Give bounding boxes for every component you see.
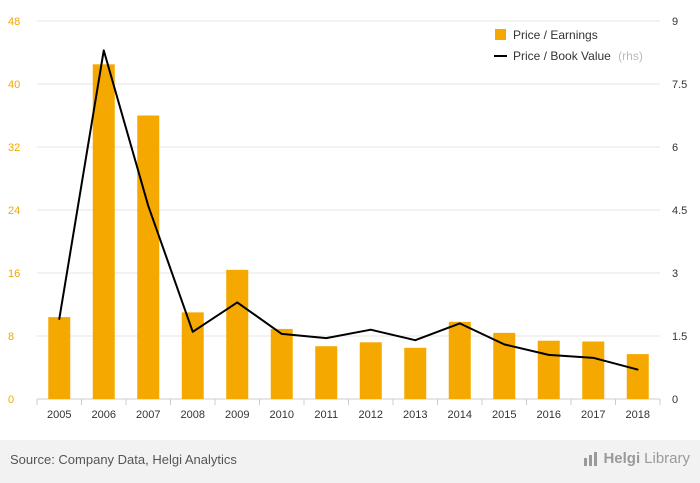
bar-pe (626, 354, 649, 399)
source-text: Source: Company Data, Helgi Analytics (10, 452, 237, 467)
bar-chart-icon (584, 451, 598, 466)
legend-label-pbv-suffix: (rhs) (618, 49, 643, 63)
point-pbv (592, 357, 595, 359)
y-left-tick-label: 16 (8, 268, 20, 280)
x-tick-label: 2016 (537, 409, 561, 421)
bar-pe (404, 347, 427, 399)
y-right-tick-label: 9 (672, 16, 678, 28)
y-right-tick-label: 7.5 (672, 79, 687, 91)
brand-suffix: Library (644, 450, 690, 467)
y-right-tick-label: 6 (672, 142, 678, 154)
grid (36, 20, 661, 405)
y-right-tick-label: 0 (672, 394, 678, 406)
x-tick-label: 2014 (448, 409, 472, 421)
bar-pe (137, 115, 160, 399)
x-tick-label: 2012 (359, 409, 383, 421)
bars (48, 64, 649, 399)
y-left-tick-label: 24 (8, 205, 20, 217)
axis-ticks: 0 8 16 24 32 40 48 0 1.5 3 4.5 6 7.5 9 2005 2006 2007 200… (8, 16, 687, 421)
y-left-tick-label: 8 (8, 331, 14, 343)
x-tick-label: 2008 (181, 409, 205, 421)
y-left-tick-label: 40 (8, 79, 20, 91)
line-series (58, 49, 639, 371)
chart: 0 8 16 24 32 40 48 0 1.5 3 4.5 6 7.5 9 2005 2006 2007 200… (8, 16, 687, 421)
point-pbv (147, 205, 150, 207)
x-tick-label: 2015 (492, 409, 516, 421)
legend: Price / Earnings Price / Book Value (rhs… (494, 28, 643, 63)
y-right-tick-label: 3 (672, 268, 678, 280)
point-pbv (369, 328, 372, 331)
bar-pe (181, 312, 204, 399)
x-tick-label: 2009 (225, 409, 249, 421)
y-left-tick-label: 32 (8, 142, 20, 154)
point-pbv (636, 368, 639, 371)
line-pbv (58, 49, 639, 371)
x-tick-label: 2013 (403, 409, 427, 421)
y-left-tick-label: 0 (8, 394, 14, 406)
point-pbv (280, 333, 283, 335)
bar-pe (48, 317, 71, 399)
point-pbv (236, 301, 239, 304)
y-left-tick-label: 48 (8, 16, 20, 28)
x-tick-label: 2017 (581, 409, 605, 421)
y-right-tick-label: 1.5 (672, 331, 687, 343)
footer: Source: Company Data, Helgi Analytics He… (0, 440, 700, 483)
bar-pe (92, 64, 115, 399)
brand-name: Helgi (603, 450, 641, 467)
point-pbv (547, 354, 550, 356)
bar-pe (270, 328, 293, 399)
point-pbv (414, 339, 417, 342)
point-pbv (325, 337, 328, 339)
legend-label-pbv-name: Price / Book Value (513, 49, 611, 63)
bar-pe (448, 321, 471, 399)
x-tick-label: 2010 (270, 409, 294, 421)
point-pbv (58, 318, 61, 321)
legend-label-pe: Price / Earnings (513, 28, 598, 42)
bar-pe (493, 332, 516, 399)
x-tick-label: 2006 (92, 409, 116, 421)
bar-pe (582, 341, 605, 399)
point-pbv (102, 49, 105, 52)
bar-pe (315, 346, 338, 399)
point-pbv (458, 322, 461, 325)
x-tick-label: 2011 (314, 409, 338, 421)
x-tick-label: 2007 (136, 409, 160, 421)
bar-pe (537, 340, 560, 399)
legend-swatch-pe (495, 29, 506, 40)
point-pbv (503, 343, 506, 346)
x-tick-label: 2005 (47, 409, 71, 421)
point-pbv (191, 331, 194, 333)
brand-logo: Helgi Library (583, 450, 690, 467)
legend-label-pbv: Price / Book Value (rhs) (513, 49, 643, 63)
bar-pe (359, 342, 382, 399)
y-right-tick-label: 4.5 (672, 205, 687, 217)
bar-pe (226, 269, 249, 399)
x-tick-label: 2018 (626, 409, 650, 421)
